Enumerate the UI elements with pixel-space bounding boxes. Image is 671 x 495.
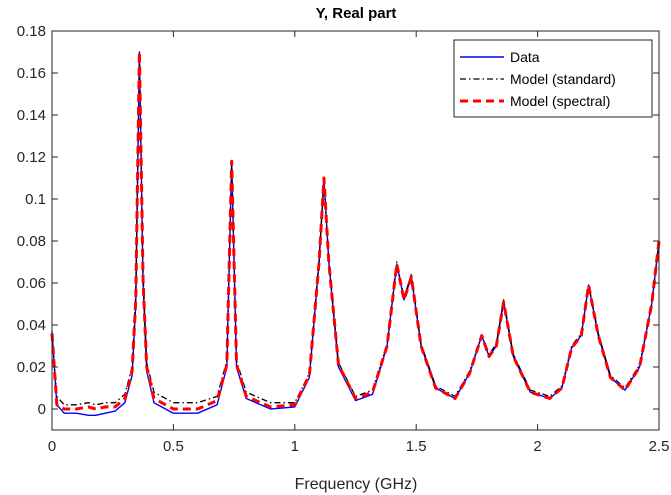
y-tick-label: 0.18 xyxy=(17,23,46,40)
y-tick-label: 0.08 xyxy=(17,233,46,250)
y-tick-label: 0.1 xyxy=(25,191,46,208)
series-line-model-spectral xyxy=(50,50,661,411)
x-axis: 0 0.5 1 1.5 2 2.5 xyxy=(48,31,670,455)
y-tick-label: 0.16 xyxy=(17,65,46,82)
x-tick-label: 2 xyxy=(533,438,541,455)
y-axis: 0 0.02 0.04 0.06 0.08 0.1 0.12 0.14 0.16 0.18 xyxy=(17,23,659,418)
y-tick-label: 0.06 xyxy=(17,275,46,292)
legend-label-data: Data xyxy=(510,49,540,65)
x-tick-label: 0 xyxy=(48,438,56,455)
plot-area-frame xyxy=(51,30,660,431)
x-tick-label: 1 xyxy=(291,438,299,455)
y-tick-label: 0.02 xyxy=(17,359,46,376)
x-tick-label: 0.5 xyxy=(163,438,184,455)
y-tick-label: 0.12 xyxy=(17,149,46,166)
x-tick-label: 2.5 xyxy=(649,438,670,455)
x-tick-label: 1.5 xyxy=(406,438,427,455)
y-tick-label: 0 xyxy=(38,401,46,418)
legend-label-model-spectral: Model (spectral) xyxy=(510,93,610,109)
plot-series-group xyxy=(50,50,661,416)
y-tick-label: 0.14 xyxy=(17,107,46,124)
y-tick-label: 0.04 xyxy=(17,317,46,334)
x-axis-label: Frequency (GHz) xyxy=(295,476,418,493)
legend-label-model-standard: Model (standard) xyxy=(510,71,616,87)
chart-title: Y, Real part xyxy=(316,5,397,22)
legend: Data Model (standard) Model (spectral) xyxy=(453,39,653,118)
